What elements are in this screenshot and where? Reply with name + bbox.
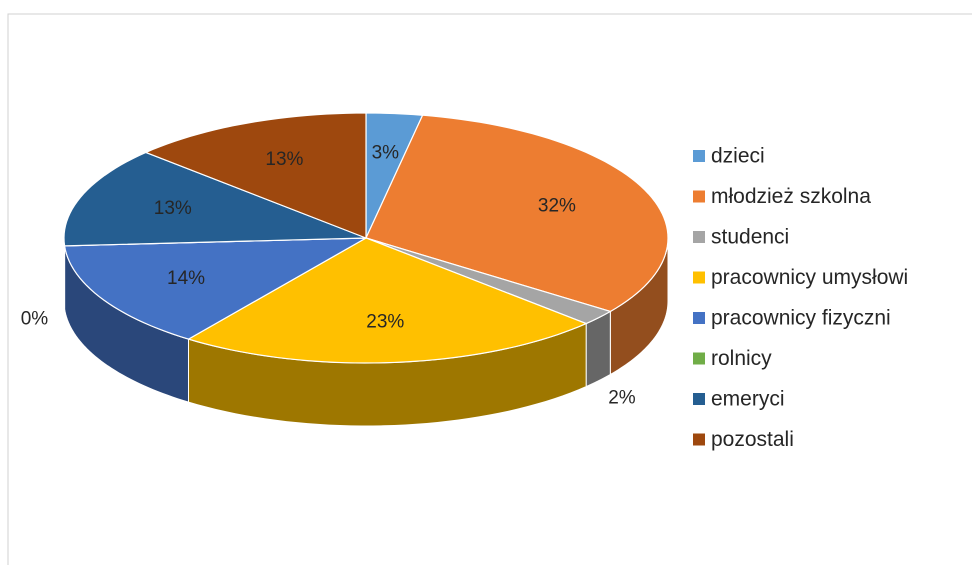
value-label: 0% — [21, 309, 49, 330]
pie-slice — [186, 237, 588, 364]
pie-slice — [144, 112, 367, 239]
value-label: 13% — [265, 149, 303, 170]
legend-swatch — [693, 352, 705, 365]
legend-label: pracownicy umysłowi — [711, 266, 908, 289]
value-label: 13% — [154, 198, 192, 219]
legend-label: młodzież szkolna — [711, 185, 871, 208]
legend-swatch — [693, 271, 705, 284]
pie-tops — [63, 112, 669, 364]
legend-swatch — [693, 393, 705, 405]
value-label: 14% — [167, 268, 205, 289]
pie-slice-side — [63, 237, 66, 309]
legend-label: dzieci — [711, 145, 765, 168]
pie-slice — [63, 237, 367, 340]
legend-swatch — [693, 190, 705, 203]
pie-slice — [365, 114, 669, 313]
legend-label: rolnicy — [711, 347, 772, 370]
value-label: 23% — [366, 312, 404, 333]
legend-swatch — [693, 312, 705, 324]
chart-border — [7, 13, 972, 570]
value-label: 3% — [372, 142, 400, 163]
pie-slice-side — [585, 310, 611, 388]
legend-label: pozostali — [711, 428, 794, 451]
legend-label: emeryci — [711, 388, 785, 411]
value-labels: 3% 32% 2% 23% 14% 0% 13% 13% — [21, 142, 636, 408]
legend-swatch — [693, 150, 705, 162]
legend-label: pracownicy fizyczni — [711, 307, 891, 330]
value-label: 32% — [538, 196, 576, 217]
pie-slice — [63, 151, 367, 247]
legend-swatch — [693, 231, 705, 243]
value-label: 2% — [608, 388, 636, 409]
legend: dzieci młodzież szkolna studenci pracownicy… — [693, 145, 908, 451]
legend-swatch — [693, 433, 705, 446]
pie-sides — [63, 237, 669, 427]
legend-label: studenci — [711, 226, 789, 249]
